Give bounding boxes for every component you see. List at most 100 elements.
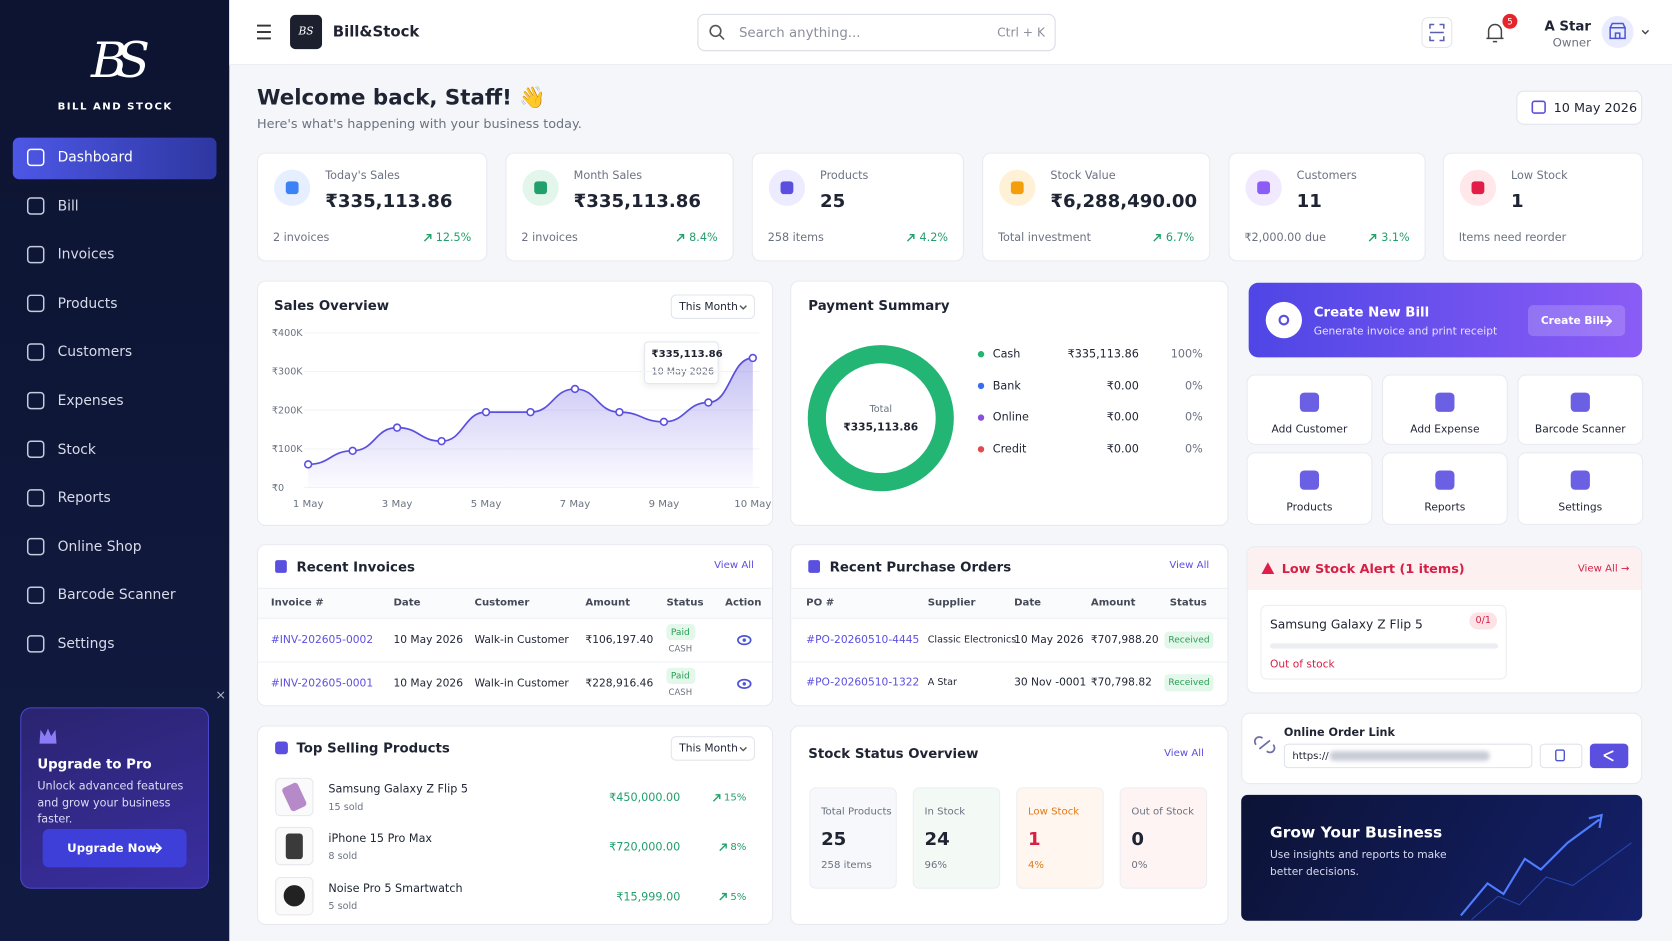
welcome-title: Welcome back, Staff! 👋 (256, 84, 546, 110)
legend-amount: ₹0.00 (1106, 379, 1139, 393)
filter-dropdown[interactable] (670, 736, 755, 761)
scan-button[interactable] (1421, 17, 1453, 49)
status-badge (1164, 674, 1214, 692)
stat-label: Stock Value (1050, 169, 1116, 183)
nav-item[interactable]: Reports (57, 490, 111, 507)
table-header (258, 587, 773, 619)
legend-percent: 0% (1185, 379, 1203, 393)
low-stock-item (1260, 604, 1507, 680)
stat-label: Month Sales (573, 169, 643, 183)
app-logo (290, 14, 323, 50)
nav-item[interactable]: Settings (57, 636, 115, 653)
share-button[interactable] (1589, 743, 1629, 769)
qty-label: 0/1 (1475, 615, 1491, 627)
column-header: Amount (1090, 596, 1136, 609)
product-thumbnail (275, 777, 314, 817)
stat-label: Low Stock (1510, 169, 1568, 183)
stock-tile-value: 25 (821, 828, 847, 851)
quick-action-label: Add Customer (1271, 424, 1348, 436)
nav-item[interactable]: Online Shop (57, 539, 142, 556)
copy-button[interactable] (1539, 743, 1583, 769)
filter-dropdown[interactable] (670, 294, 755, 320)
payment-method: CASH (668, 643, 693, 654)
stock-tile-note: 258 items (821, 859, 872, 872)
tooltip-value: ₹335,113.86 (651, 348, 723, 361)
nav-item[interactable]: Products (57, 295, 118, 312)
stat-value: ₹335,113.86 (573, 190, 701, 213)
nav-item[interactable]: Barcode Scanner (57, 587, 176, 604)
quick-action-tile[interactable] (1517, 452, 1644, 525)
view-all-link[interactable]: View All (714, 559, 754, 572)
view-all-link[interactable]: View All (1164, 747, 1204, 760)
table-cell: 10 May 2026 (393, 634, 464, 647)
nav-item[interactable]: Expenses (57, 393, 124, 410)
status-badge (666, 624, 696, 641)
nav-item[interactable]: Stock (57, 441, 96, 458)
record-link[interactable]: #PO-20260510-1322 (806, 676, 920, 689)
close-button[interactable]: × (215, 687, 227, 703)
low-stock-title: Low Stock Alert (1 items) (1281, 561, 1465, 577)
chart-title: Sales Overview (274, 297, 390, 314)
stock-tile-label: Total Products (821, 806, 892, 818)
date-label: 10 May 2026 (1553, 100, 1638, 116)
create-bill-button-label: Create Bill (1540, 315, 1604, 328)
table-card (790, 544, 1229, 707)
view-all-link[interactable]: View All (1169, 559, 1210, 572)
quick-action-tile[interactable] (1381, 452, 1508, 525)
blurred-url (1329, 751, 1490, 761)
stock-tile-value: 24 (924, 828, 950, 851)
table-cell: Walk-in Customer (474, 634, 569, 647)
product-name: Samsung Galaxy Z Flip 5 (1269, 616, 1423, 632)
legend-percent: 0% (1185, 411, 1203, 424)
stat-note: Total investment (998, 231, 1092, 245)
stock-tile-note: 4% (1027, 859, 1045, 872)
stat-note: 2 invoices (272, 231, 330, 245)
row-divider (258, 661, 773, 663)
nav-item[interactable]: Bill (57, 198, 79, 215)
view-all-link[interactable]: View All → (1577, 562, 1630, 575)
stat-change: 8.4% (689, 231, 718, 245)
table-cell: ₹707,988.20 (1090, 634, 1159, 647)
quick-action-label: Barcode Scanner (1534, 424, 1626, 436)
stock-tile (912, 787, 1001, 889)
product-name: Noise Pro 5 Smartwatch (328, 881, 463, 895)
quick-action-label: Products (1286, 501, 1333, 514)
stat-change: 12.5% (435, 231, 472, 245)
stock-status: Out of stock (1269, 658, 1335, 671)
create-bill-card[interactable] (1248, 282, 1643, 358)
donut-total-label: Total (869, 404, 893, 416)
stock-bar (1269, 643, 1499, 649)
product-sold: 15 sold (328, 802, 364, 813)
table-cell: ₹228,916.46 (585, 678, 654, 690)
product-amount: ₹15,999.00 (616, 890, 681, 904)
legend-name: Credit (992, 442, 1027, 456)
order-link-title: Online Order Link (1283, 726, 1395, 740)
upgrade-button[interactable] (42, 828, 187, 868)
stock-tile-value: 1 (1027, 828, 1041, 851)
nav-item[interactable]: Customers (57, 344, 133, 361)
record-link[interactable]: #INV-202605-0001 (270, 678, 374, 690)
product-amount: ₹450,000.00 (609, 791, 681, 805)
legend-name: Cash (992, 347, 1021, 361)
stat-card (982, 152, 1211, 262)
product-change: 15% (723, 792, 747, 804)
column-header: Action (725, 596, 762, 609)
nav-item[interactable]: Invoices (57, 247, 115, 264)
legend-percent: 0% (1185, 442, 1203, 456)
card-title: Recent Purchase Orders (829, 558, 1012, 575)
nav-item[interactable]: Dashboard (57, 149, 133, 166)
status-badge-label: Paid (670, 671, 690, 682)
record-link[interactable]: #PO-20260510-4445 (806, 634, 920, 647)
legend-amount: ₹335,113.86 (1067, 347, 1139, 361)
column-header: Date (1014, 596, 1042, 609)
search-placeholder: Search anything... (738, 24, 861, 41)
search-box[interactable] (697, 13, 1056, 52)
stat-value: 25 (820, 190, 846, 213)
quick-action-tile[interactable] (1246, 452, 1373, 525)
column-header: Date (393, 596, 421, 609)
record-link[interactable]: #INV-202605-0002 (270, 634, 374, 647)
stock-tile-value: 0 (1131, 828, 1145, 851)
stock-tile (809, 787, 897, 889)
legend-name: Online (992, 411, 1029, 424)
